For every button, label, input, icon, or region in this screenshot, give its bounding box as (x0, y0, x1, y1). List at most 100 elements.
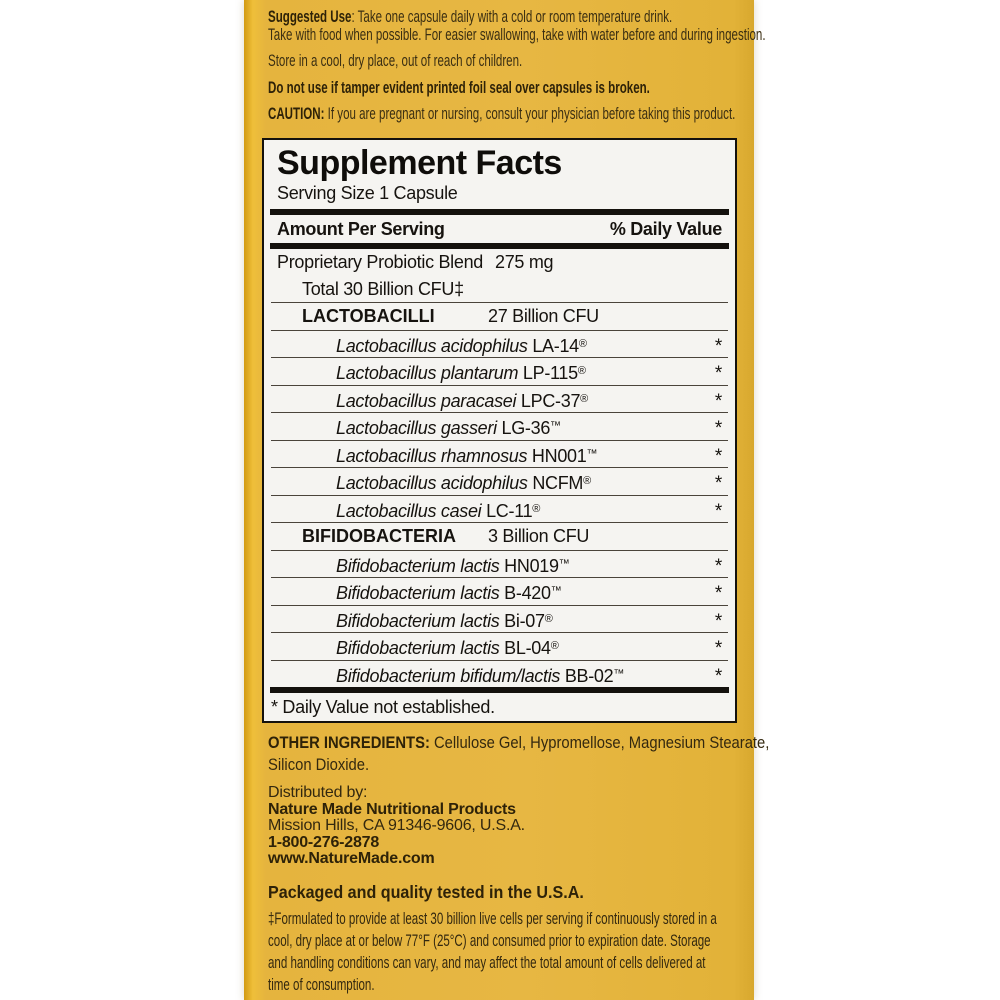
species-name: Lactobacillus plantarum (336, 363, 519, 383)
trademark-mark: ® (583, 475, 592, 487)
trademark-mark: ™ (586, 447, 598, 460)
trademark-mark: ® (544, 612, 553, 625)
trademark-mark: ™ (613, 667, 625, 680)
daily-value-asterisk: * (714, 665, 722, 687)
company-address: Mission Hills, CA 91346-9606, U.S.A. (268, 817, 525, 834)
product-label-panel: Suggested Use: Take one capsule daily wi… (244, 0, 769, 1000)
ingredient-row: Bifidobacterium lactis B-420™ * (264, 578, 735, 605)
ingredient-row: Lactobacillus acidophilus NCFM® * (264, 468, 735, 495)
footnote-line: time of consumption. (268, 975, 375, 994)
storage-text: Store in a cool, dry place, out of reach… (268, 52, 523, 70)
strain-code: NCFM (532, 473, 584, 493)
ingredient-cell: Lactobacillus acidophilus LA-14® (336, 331, 587, 360)
daily-value-asterisk: * (714, 363, 722, 384)
group-row-bifidobacteria: BIFIDOBACTERIA 3 Billion CFU (264, 523, 735, 550)
ingredient-row: Bifidobacterium lactis Bi-07® * (264, 606, 735, 633)
thick-divider (270, 243, 729, 249)
blend-name: Proprietary Probiotic Blend (277, 252, 484, 272)
group-row-lactobacilli: LACTOBACILLI 27 Billion CFU (264, 303, 735, 330)
daily-value-asterisk: * (714, 335, 722, 357)
trademark-mark: ™ (558, 557, 570, 570)
company-name: Nature Made Nutritional Products (268, 800, 516, 818)
facts-column-header: Amount Per Serving % Daily Value (264, 215, 735, 243)
trademark-mark: ™ (550, 420, 562, 432)
footnote-line: ‡Formulated to provide at least 30 billi… (268, 909, 717, 928)
other-ingredients-label: OTHER INGREDIENTS: (268, 733, 430, 752)
ingredient-row: Bifidobacterium lactis BL-04® * (264, 633, 735, 660)
strain-code: BL-04 (504, 638, 551, 658)
caution-label: CAUTION: (268, 105, 325, 123)
hairline-divider (271, 577, 728, 578)
facts-title: Supplement Facts (277, 144, 562, 182)
blend-cell: Proprietary Probiotic Blend 275 mg (277, 249, 554, 276)
trademark-mark: ® (550, 640, 559, 652)
hairline-divider (271, 467, 728, 468)
ingredient-row: Bifidobacterium bifidum/lactis BB-02™ * (264, 661, 735, 688)
ingredient-row: Lactobacillus paracasei LPC-37® * (264, 386, 735, 413)
thick-divider (270, 209, 729, 215)
group-amount: 3 Billion CFU (488, 526, 590, 546)
other-ingredients-line1: OTHER INGREDIENTS: Cellulose Gel, Hyprom… (268, 732, 769, 754)
ingredient-row: Bifidobacterium lactis HN019™ * (264, 551, 735, 578)
species-name: Bifidobacterium lactis (336, 555, 500, 576)
trademark-mark: ™ (550, 585, 562, 597)
blend-total-row: Total 30 Billion CFU‡ (264, 276, 735, 303)
ingredient-row: Lactobacillus gasseri LG-36™ * (264, 413, 735, 440)
blend-total: Total 30 Billion CFU‡ (302, 278, 464, 299)
ingredient-cell: Bifidobacterium lactis B-420™ (336, 578, 562, 607)
strain-code: B-420 (504, 583, 551, 603)
hairline-divider (271, 494, 728, 496)
group-cell: BIFIDOBACTERIA 3 Billion CFU (302, 523, 589, 550)
hairline-divider (271, 659, 728, 661)
daily-value-asterisk: * (714, 555, 722, 577)
column-header-amount: Amount Per Serving (277, 219, 445, 239)
species-name: Lactobacillus acidophilus (336, 335, 528, 356)
species-name: Bifidobacterium lactis (336, 610, 500, 631)
ingredient-row: Lactobacillus acidophilus LA-14® * (264, 331, 735, 358)
distributed-by-label: Distributed by: (268, 784, 368, 801)
packaged-statement: Packaged and quality tested in the U.S.A… (268, 881, 584, 902)
other-ingredients-text: Cellulose Gel, Hypromellose, Magnesium S… (429, 733, 770, 752)
hairline-divider (271, 357, 728, 358)
daily-value-asterisk: * (714, 500, 722, 522)
daily-value-asterisk: * (714, 638, 722, 659)
daily-value-asterisk: * (714, 610, 722, 632)
strain-code: LA-14 (532, 335, 579, 356)
strain-code: HN019 (504, 555, 559, 576)
strain-code: Bi-07 (504, 610, 545, 631)
ingredient-row: Lactobacillus plantarum LP-115® * (264, 358, 735, 385)
species-name: Bifidobacterium lactis (336, 638, 500, 658)
formulation-footnote: ‡Formulated to provide at least 30 billi… (268, 908, 750, 996)
hairline-divider (271, 302, 728, 303)
strain-code: LPC-37 (520, 390, 581, 411)
tamper-warning-text: Do not use if tamper evident printed foi… (268, 78, 650, 97)
blend-amount: 275 mg (495, 252, 554, 272)
species-name: Lactobacillus paracasei (336, 390, 517, 411)
ingredient-cell: Lactobacillus acidophilus NCFM® (336, 468, 591, 497)
trademark-mark: ® (580, 392, 589, 405)
hairline-divider (271, 329, 728, 331)
strain-code: HN001 (531, 445, 587, 466)
ingredient-cell: Lactobacillus gasseri LG-36™ (336, 413, 561, 442)
blend-row: Proprietary Probiotic Blend 275 mg (264, 249, 735, 276)
ingredient-cell: Lactobacillus plantarum LP-115® (336, 358, 586, 387)
hairline-divider (271, 384, 728, 386)
species-name: Bifidobacterium lactis (336, 583, 500, 603)
suggested-use-line2: Take with food when possible. For easier… (268, 25, 766, 44)
species-name: Lactobacillus gasseri (336, 418, 497, 438)
distributor-block: Distributed by: Nature Made Nutritional … (268, 784, 750, 868)
hairline-divider (271, 549, 728, 551)
thick-divider (270, 687, 729, 693)
ingredient-cell: Bifidobacterium lactis Bi-07® (336, 606, 553, 635)
caution-text: If you are pregnant or nursing, consult … (324, 105, 736, 123)
ingredient-row: Lactobacillus casei LC-11® * (264, 496, 735, 523)
species-name: Lactobacillus casei (336, 500, 482, 521)
trademark-mark: ® (532, 502, 541, 515)
bottom-info-block: OTHER INGREDIENTS: Cellulose Gel, Hyprom… (268, 732, 769, 996)
footnote-line: cool, dry place at or below 77°F (25°C) … (268, 931, 711, 950)
hairline-divider (271, 522, 728, 523)
strain-code: LP-115 (522, 363, 578, 383)
ingredient-cell: Lactobacillus casei LC-11® (336, 496, 540, 525)
group-name: BIFIDOBACTERIA (302, 526, 456, 546)
footnote-line: and handling conditions can vary, and ma… (268, 953, 706, 972)
